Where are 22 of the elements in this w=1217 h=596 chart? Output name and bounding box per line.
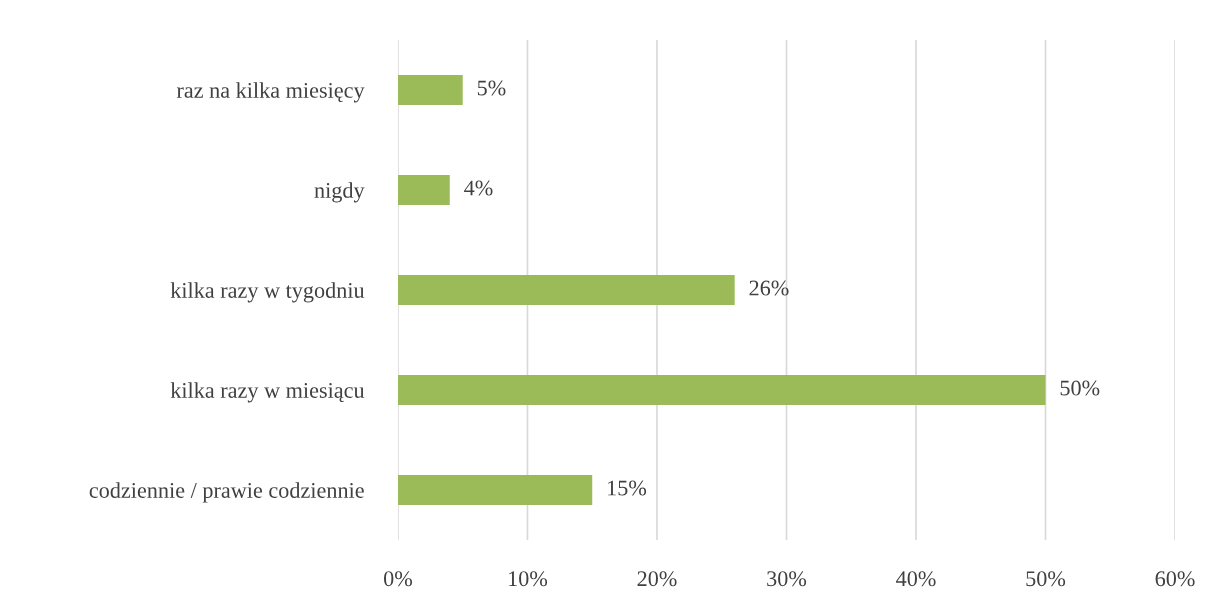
y-tick-label: raz na kilka miesięcy: [176, 82, 365, 103]
bar: [397, 274, 735, 305]
x-tick-label: 60%: [1155, 571, 1195, 587]
data-label: 50%: [1060, 380, 1100, 396]
data-label: 15%: [608, 480, 647, 496]
data-label: 26%: [749, 280, 789, 296]
y-tick-label: nigdy: [314, 182, 365, 203]
bar: [397, 474, 593, 505]
bar: [397, 174, 450, 205]
y-tick-label: kilka razy w tygodniu: [170, 282, 365, 303]
x-tick-label: 30%: [767, 571, 807, 587]
x-tick-label: 0%: [384, 571, 413, 587]
x-tick-label: 20%: [637, 571, 677, 587]
bar: [397, 374, 1046, 405]
data-label: 5%: [477, 80, 506, 96]
x-tick-label: 10%: [509, 571, 548, 587]
y-tick-label: codziennie / prawie codziennie: [89, 482, 364, 503]
y-tick-label: kilka razy w miesiącu: [170, 382, 365, 403]
x-tick-label: 40%: [896, 571, 936, 587]
x-tick-label: 50%: [1026, 571, 1066, 587]
data-label: 4%: [464, 180, 493, 196]
bar: [397, 74, 463, 105]
